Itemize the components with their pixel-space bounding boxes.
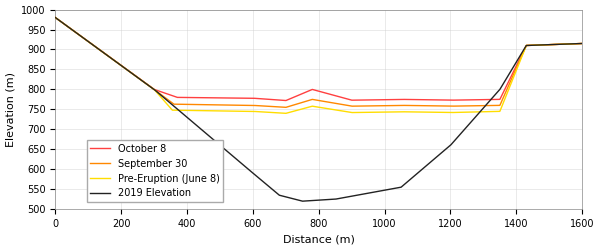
September 30 <box>308 98 316 101</box>
October 8 <box>467 98 474 101</box>
September 30 <box>563 42 571 45</box>
Y-axis label: Elevation (m): Elevation (m) <box>5 72 16 147</box>
2019 Elevation <box>563 42 571 45</box>
Line: 2019 Elevation: 2019 Elevation <box>55 18 582 201</box>
Pre-Eruption (June 8) <box>563 42 571 45</box>
September 30 <box>578 42 586 45</box>
2019 Elevation <box>79 36 86 38</box>
October 8 <box>563 42 571 45</box>
September 30 <box>79 36 86 38</box>
2019 Elevation <box>308 199 316 202</box>
Legend: October 8, September 30, Pre-Eruption (June 8), 2019 Elevation: October 8, September 30, Pre-Eruption (J… <box>86 140 223 202</box>
Line: October 8: October 8 <box>55 18 582 100</box>
October 8 <box>282 99 289 102</box>
Pre-Eruption (June 8) <box>294 108 301 112</box>
2019 Elevation <box>294 198 301 202</box>
October 8 <box>578 42 586 45</box>
October 8 <box>52 16 59 19</box>
October 8 <box>308 88 316 91</box>
X-axis label: Distance (m): Distance (m) <box>283 234 355 244</box>
2019 Elevation <box>467 121 474 124</box>
Line: September 30: September 30 <box>55 18 582 107</box>
Pre-Eruption (June 8) <box>79 36 86 38</box>
Pre-Eruption (June 8) <box>578 42 586 45</box>
Pre-Eruption (June 8) <box>467 110 474 114</box>
Pre-Eruption (June 8) <box>563 42 571 45</box>
Pre-Eruption (June 8) <box>308 105 316 108</box>
Line: Pre-Eruption (June 8): Pre-Eruption (June 8) <box>55 18 582 113</box>
September 30 <box>563 42 571 45</box>
October 8 <box>79 36 86 38</box>
September 30 <box>294 102 301 105</box>
September 30 <box>467 104 474 107</box>
September 30 <box>282 106 289 109</box>
2019 Elevation <box>299 200 306 203</box>
2019 Elevation <box>52 16 59 19</box>
2019 Elevation <box>578 42 586 45</box>
2019 Elevation <box>563 42 571 45</box>
Pre-Eruption (June 8) <box>282 112 289 115</box>
September 30 <box>52 16 59 19</box>
Pre-Eruption (June 8) <box>52 16 59 19</box>
October 8 <box>294 94 301 97</box>
October 8 <box>563 42 571 45</box>
